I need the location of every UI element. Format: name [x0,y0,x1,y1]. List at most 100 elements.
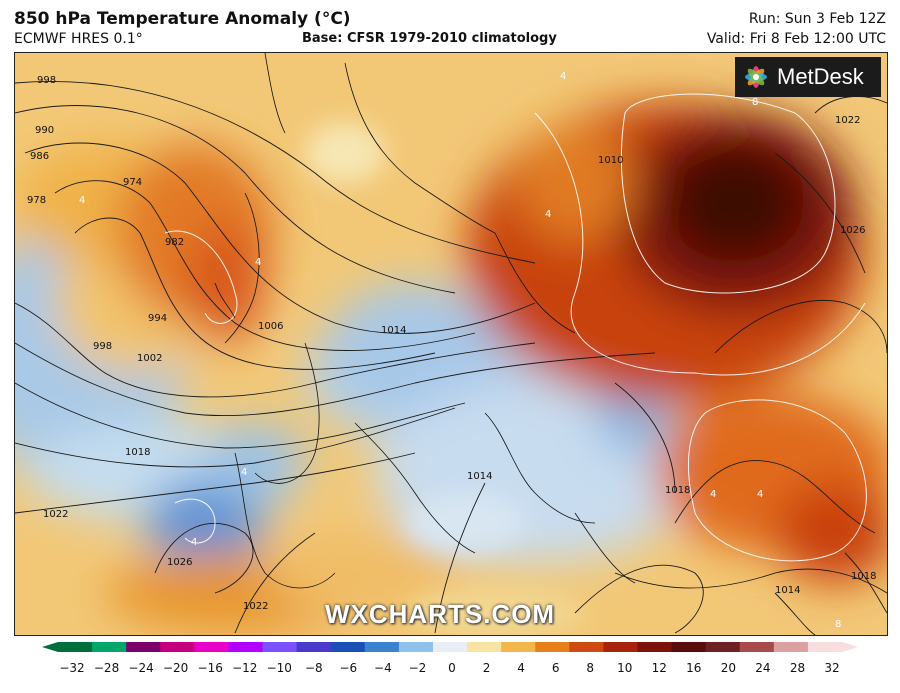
colorbar-swatch [160,642,195,652]
colorbar-swatches [42,642,858,652]
colorbar-swatch [807,642,843,652]
colorbar-tick-label: 10 [617,661,632,675]
colorbar-swatch [58,642,93,652]
chart-header: 850 hPa Temperature Anomaly (°C) ECMWF H… [0,0,900,52]
anomaly-labels: 4 4 4 8 4 4 4 4 4 8 [79,71,841,630]
colorbar-tick-label: −32 [59,661,84,675]
colorbar-swatch [467,642,502,652]
colorbar-tick-label: −2 [409,661,427,675]
coastlines [214,53,887,594]
colorbar-swatch [330,642,366,652]
isobar-label: 974 [123,177,142,188]
isobar-label: 1018 [851,571,876,582]
isobar-label: 1018 [665,485,690,496]
isobar-label: 1014 [467,471,492,482]
colorbar-tick-label: −4 [374,661,392,675]
isobar-label: 1014 [775,585,800,596]
isobar-label: 1006 [258,321,283,332]
anomaly-map: 998 990 986 978 974 982 994 998 1002 100… [14,52,888,636]
model-name: ECMWF HRES 0.1° [14,31,143,47]
isobar-label: 998 [37,75,56,86]
valid-time: Valid: Fri 8 Feb 12:00 UTC [706,31,886,47]
colorbar-max-arrow [842,642,858,652]
isobar-labels: 998 990 986 978 974 982 994 998 1002 100… [27,75,876,612]
metdesk-logo-text: MetDesk [777,64,864,89]
anomaly-label: 4 [757,489,763,500]
colorbar-swatch [398,642,434,652]
colorbar-swatch [262,642,298,652]
anomaly-label: 4 [191,537,197,548]
isobar-label: 1018 [125,447,150,458]
colorbar-swatch [535,642,570,652]
colorbar-tick-label: 6 [552,661,560,675]
colorbar-swatch [671,642,707,652]
isobar-label: 978 [27,195,46,206]
isobar-label: 1022 [243,601,268,612]
colorbar-swatch [194,642,229,652]
colorbar-swatch [296,642,332,652]
colorbar-swatch [92,642,127,652]
colorbar-tick-label: −16 [198,661,223,675]
colorbar-tick-label: −24 [128,661,153,675]
anomaly-label: 4 [560,71,566,82]
colorbar-swatch [228,642,264,652]
colorbar-tick-label: 24 [755,661,770,675]
colorbar-svg: −32 −28 −24 −20 −16 −12 −10 −8 −6 −4 −2 0 2 4 6 8 10 12 16… [42,642,858,675]
isobar-label: 1026 [840,225,865,236]
colorbar-tick-label: 32 [824,661,839,675]
colorbar-tick-label: 20 [721,661,736,675]
colorbar-swatch [773,642,809,652]
colorbar-tick-label: 4 [517,661,525,675]
colorbar-swatch [364,642,400,652]
anomaly-contours [164,93,867,562]
isobars [15,81,887,635]
colorbar-tick-label: −10 [267,661,292,675]
colorbar-min-arrow [42,642,58,652]
colorbar-tick-label: −8 [305,661,323,675]
colorbar-swatch [501,642,536,652]
anomaly-detail [305,123,585,635]
anomaly-label: 4 [79,195,85,206]
isobar-label: 994 [148,313,167,324]
anomaly-label: 4 [545,209,551,220]
isobar-label: 998 [93,341,112,352]
metdesk-flower-icon [745,66,767,88]
colorbar-swatch [569,642,604,652]
colorbar-labels: −32 −28 −24 −20 −16 −12 −10 −8 −6 −4 −2 0 2 4 6 8 10 12 16… [59,661,839,675]
anomaly-label: 4 [255,257,261,268]
colorbar-tick-label: 12 [652,661,667,675]
isobar-label: 1022 [43,509,68,520]
isobar-label: 1010 [598,155,623,166]
colorbar-tick-label: 8 [586,661,594,675]
colorbar-tick-label: −20 [163,661,188,675]
colorbar-swatch [705,642,741,652]
anomaly-label: 8 [835,619,841,630]
colorbar-tick-label: −6 [340,661,358,675]
colorbar-swatch [739,642,775,652]
isobar-label: 982 [165,237,184,248]
colorbar: −32 −28 −24 −20 −16 −12 −10 −8 −6 −4 −2 0 2 4 6 8 10 12 16… [0,636,900,689]
isobar-label: 1026 [167,557,192,568]
colorbar-swatch [432,642,468,652]
metdesk-logo: MetDesk [735,57,881,97]
colorbar-swatch [637,642,673,652]
isobar-label: 990 [35,125,54,136]
anomaly-label: 4 [241,467,247,478]
colorbar-tick-label: 0 [448,661,456,675]
colorbar-swatch [603,642,638,652]
isobar-label: 986 [30,151,49,162]
colorbar-tick-label: −12 [232,661,257,675]
anomaly-label: 4 [710,489,716,500]
colorbar-swatch [126,642,161,652]
isobar-label: 1022 [835,115,860,126]
isobar-label: 1002 [137,353,162,364]
map-canvas: 998 990 986 978 974 982 994 998 1002 100… [15,53,887,635]
colorbar-tick-label: 16 [686,661,701,675]
climatology-base: Base: CFSR 1979-2010 climatology [302,31,557,46]
wxcharts-watermark: WXCHARTS.COM [325,599,556,629]
colorbar-tick-label: −28 [94,661,119,675]
chart-title: 850 hPa Temperature Anomaly (°C) [14,9,351,29]
colorbar-tick-label: 28 [790,661,805,675]
isobar-label: 1014 [381,325,406,336]
colorbar-tick-label: 2 [483,661,491,675]
